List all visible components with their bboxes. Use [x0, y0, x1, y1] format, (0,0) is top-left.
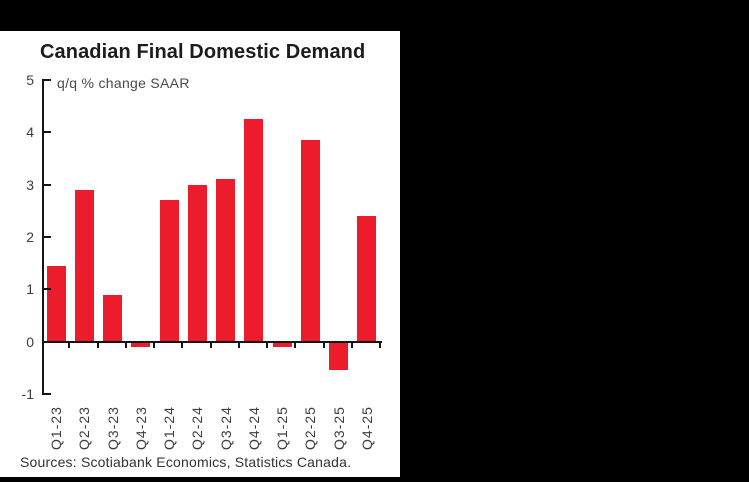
bar-q1-24	[159, 200, 179, 342]
y-axis-tick	[44, 131, 51, 134]
x-axis-tick	[350, 342, 353, 348]
y-axis-tick-label: 3	[26, 176, 34, 193]
bar-q3-25	[329, 341, 349, 371]
bar-q4-25	[357, 216, 377, 342]
x-axis-label: Q3-24	[217, 406, 234, 450]
bar-q2-25	[300, 140, 320, 342]
bar-q2-24	[187, 184, 207, 342]
y-axis-tick-label: 4	[26, 124, 34, 141]
y-axis-bottom-cap	[42, 393, 51, 395]
x-axis-label: Q3-23	[104, 406, 121, 450]
x-axis-label: Q1-24	[161, 406, 178, 450]
x-axis-label: Q4-25	[358, 406, 375, 450]
x-axis-tick	[322, 342, 325, 348]
y-axis-spine	[42, 79, 44, 395]
x-axis-tick	[181, 342, 184, 348]
chart-title: Canadian Final Domestic Demand	[40, 41, 366, 63]
y-axis-tick-label: 2	[26, 229, 34, 245]
bar-q4-23	[131, 341, 151, 347]
x-axis-tick	[153, 342, 155, 348]
y-axis-tick-label: 0	[26, 333, 34, 350]
bar-q1-23	[46, 265, 66, 342]
x-axis-tick	[294, 342, 297, 348]
y-axis-tick-label: 1	[26, 281, 34, 298]
bar-q2-23	[74, 189, 94, 342]
y-axis-tick	[44, 236, 51, 238]
source-note: Sources: Scotiabank Economics, Statistic…	[20, 454, 352, 470]
y-axis-tick-label: -1	[21, 386, 34, 402]
x-axis-label: Q4-24	[245, 406, 262, 450]
y-axis-tick-label: 5	[26, 72, 34, 88]
y-axis-unit-label: q/q % change SAAR	[57, 75, 190, 91]
bar-q4-24	[244, 119, 264, 342]
x-axis-label: Q1-25	[274, 406, 291, 450]
x-axis-tick	[266, 342, 268, 348]
zero-baseline	[42, 340, 382, 343]
y-axis-top-cap	[42, 79, 51, 81]
x-axis-label: Q4-23	[132, 406, 149, 450]
y-axis-tick	[44, 288, 51, 291]
x-axis-end-tick	[379, 342, 381, 348]
bar-q3-24	[216, 179, 236, 342]
plot-area: 5 4 3 2 1 0 -1 Q1-23 Q2-23 Q3-23 Q4-23 Q1-24 Q2-24 Q3…	[0, 31, 400, 477]
x-axis-tick	[237, 342, 240, 348]
bar-q1-25	[272, 341, 292, 347]
x-axis-label: Q2-25	[302, 406, 319, 450]
x-axis-tick	[68, 342, 71, 348]
x-axis-label: Q3-25	[330, 406, 347, 450]
y-axis-tick	[44, 183, 51, 186]
chart-panel: Canadian Final Domestic Demand q/q % cha…	[0, 31, 400, 477]
x-axis-label: Q2-23	[76, 406, 93, 450]
x-axis-tick	[96, 342, 99, 348]
x-axis-tick	[124, 342, 127, 348]
x-axis-tick	[209, 342, 212, 348]
bar-q3-23	[103, 294, 123, 342]
x-axis-label: Q1-23	[48, 406, 65, 450]
x-axis-label: Q2-24	[189, 406, 206, 450]
